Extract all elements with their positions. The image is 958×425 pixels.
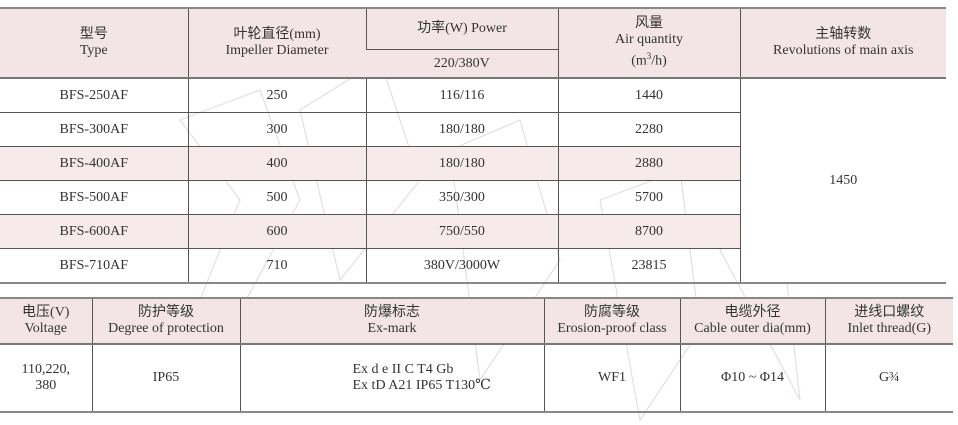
header-cable: 电缆外径 Cable outer dia(mm) — [679, 298, 825, 345]
cell-exmark: Ex d e II C T4 Gb Ex tD A21 IP65 T130℃ — [239, 344, 544, 412]
cell-diameter: 500 — [187, 180, 366, 215]
header-diameter-zh: 叶轮直径(mm) — [233, 27, 321, 42]
header-rev-zh: 主轴转数 — [815, 27, 872, 42]
cell-air: 1440 — [557, 77, 740, 113]
header-air: 风量 Air quantity (m3/h) — [557, 8, 740, 79]
cell-type: BFS-250AF — [0, 77, 188, 113]
table-row: BFS-600AF 600 750/550 8700 — [0, 214, 946, 249]
cell-diameter: 300 — [187, 112, 366, 147]
header-power-voltage: 220/380V — [366, 49, 558, 79]
table-row: BFS-250AF 250 116/116 1440 1450 — [0, 77, 946, 283]
cell-power: 380V/3000W — [365, 248, 558, 283]
cell-type: BFS-400AF — [0, 146, 188, 181]
header-power: 功率(W) Power — [365, 8, 558, 50]
table-row: BFS-400AF 400 180/180 2880 — [0, 146, 946, 181]
cell-voltage: 110,220, 380 — [21, 362, 70, 393]
cell-diameter: 400 — [187, 146, 366, 181]
header-row: 型号 Type 叶轮直径(mm) Impeller Diameter 功率(W)… — [0, 8, 946, 79]
cell-air: 8700 — [557, 214, 740, 249]
header-type: 型号 Type — [0, 8, 188, 79]
header-diameter-en: Impeller Diameter — [225, 43, 329, 58]
header-type-zh: 型号 — [79, 27, 108, 42]
cell-diameter: 250 — [187, 77, 366, 113]
cell-diameter: 710 — [187, 248, 366, 283]
cell-air: 23815 — [557, 248, 740, 283]
header-exmark: 防爆标志 Ex-mark — [239, 298, 544, 345]
header-air-en: Air quantity — [614, 32, 684, 48]
protection-table: 电压(V) Voltage 防护等级 Degree of protection 防爆… — [0, 297, 953, 413]
cell-protection: IP65 — [91, 344, 240, 412]
cell-power: 180/180 — [365, 146, 558, 181]
header-row: 电压(V) Voltage 防护等级 Degree of protection 防爆… — [0, 298, 953, 345]
table-row: BFS-710AF 710 380V/3000W 23815 — [0, 248, 946, 283]
cell-air: 5700 — [557, 180, 740, 215]
cell-diameter: 600 — [187, 214, 366, 249]
cell-type: BFS-500AF — [0, 180, 188, 215]
cell-erosion: WF1 — [543, 344, 680, 412]
table-row: 110,220, 380 IP65 Ex d e II C T4 Gb Ex tD … — [0, 344, 953, 412]
header-air-unit: (m3/h) — [631, 51, 667, 69]
cell-air: 2280 — [557, 112, 740, 147]
specs-table: 型号 Type 叶轮直径(mm) Impeller Diameter 功率(W)… — [0, 7, 946, 284]
header-revolutions: 主轴转数 Revolutions of main axis — [739, 8, 946, 79]
table-row: BFS-300AF 300 180/180 2280 — [0, 112, 946, 147]
cell-air: 2880 — [557, 146, 740, 181]
header-type-en: Type — [79, 43, 108, 58]
header-voltage: 电压(V) Voltage — [0, 298, 92, 345]
cell-revolutions: 1450 — [739, 77, 946, 283]
cell-power: 116/116 — [365, 77, 558, 113]
table-row: BFS-500AF 500 350/300 5700 — [0, 180, 946, 215]
cell-power: 350/300 — [365, 180, 558, 215]
header-thread: 进线口螺纹 Inlet thread(G) — [824, 298, 953, 345]
header-diameter: 叶轮直径(mm) Impeller Diameter — [187, 8, 366, 79]
header-rev-en: Revolutions of main axis — [773, 43, 914, 58]
header-air-zh: 风量 — [635, 16, 663, 32]
cell-type: BFS-600AF — [0, 214, 188, 249]
cell-cable: Φ10 ~ Φ14 — [679, 344, 825, 412]
header-protection: 防护等级 Degree of protection — [91, 298, 240, 345]
cell-type: BFS-300AF — [0, 112, 188, 147]
cell-power: 750/550 — [365, 214, 558, 249]
cell-type: BFS-710AF — [0, 248, 188, 283]
cell-thread: G¾ — [824, 344, 953, 412]
header-erosion: 防腐等级 Erosion-proof class — [543, 298, 680, 345]
cell-power: 180/180 — [365, 112, 558, 147]
